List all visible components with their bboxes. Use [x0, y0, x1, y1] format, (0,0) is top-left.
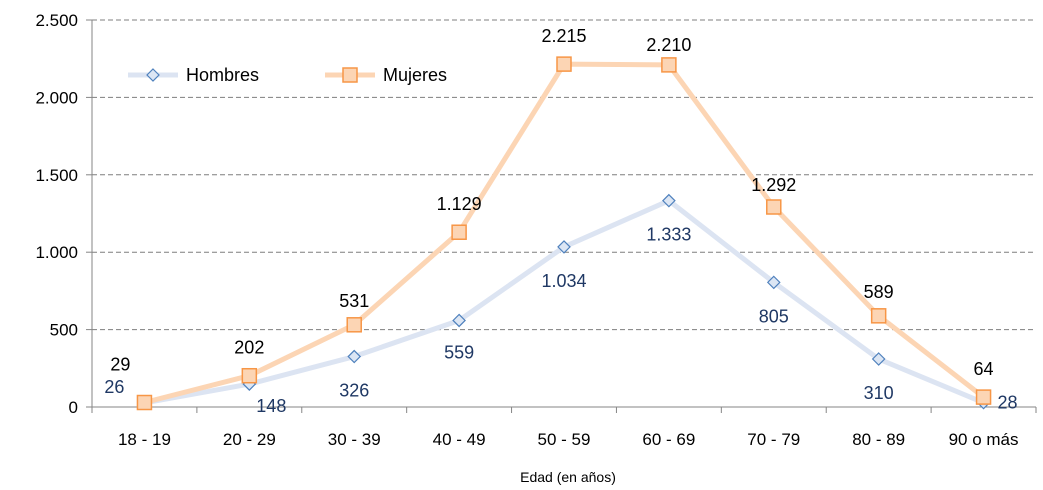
data-label-mujeres: 64	[974, 359, 994, 379]
series-lines	[136, 56, 992, 411]
data-label-hombres: 26	[104, 377, 124, 397]
legend-label-hombres: Hombres	[186, 65, 259, 85]
x-tick-label: 18 - 19	[118, 430, 171, 449]
data-label-hombres: 1.034	[541, 271, 586, 291]
data-label-hombres: 1.333	[646, 225, 691, 245]
data-point-mujeres	[661, 57, 677, 73]
data-label-hombres: 559	[444, 342, 474, 362]
x-tick-labels: 18 - 19 20 - 29 30 - 39 40 - 49 50 - 59 60 - …	[118, 430, 1019, 449]
legend: Hombres Mujeres	[128, 65, 447, 85]
data-label-mujeres: 2.215	[541, 26, 586, 46]
data-label-mujeres: 531	[339, 291, 369, 311]
data-point-hombres	[871, 352, 886, 366]
data-point-hombres	[347, 349, 362, 364]
data-label-mujeres: 2.210	[646, 35, 691, 55]
data-label-hombres: 805	[759, 306, 789, 326]
x-tick-label: 80 - 89	[852, 430, 905, 449]
data-labels: 26 148 326 559 1.034 1.333 805 310 28 29 202 531 1.1…	[104, 26, 1017, 416]
data-label-mujeres: 202	[234, 338, 264, 358]
data-point-mujeres	[451, 224, 467, 240]
x-tick-label: 30 - 39	[328, 430, 381, 449]
legend-marker-hombres	[146, 68, 160, 82]
data-point-hombres	[662, 193, 676, 208]
x-tick-label: 20 - 29	[223, 430, 276, 449]
series-line-hombres	[141, 198, 987, 406]
data-point-hombres	[557, 240, 571, 254]
data-label-mujeres: 1.292	[751, 175, 796, 195]
y-tick-label: 500	[50, 321, 78, 340]
data-point-mujeres	[975, 389, 992, 405]
x-axis-label: Edad (en años)	[520, 469, 616, 485]
axes	[86, 19, 1037, 413]
y-tick-labels: 0 500 1.000 1.500 2.000 2.500	[35, 11, 78, 417]
y-tick-label: 0	[69, 398, 78, 417]
data-label-hombres: 28	[998, 393, 1018, 413]
data-point-mujeres	[241, 367, 258, 384]
data-point-hombres	[452, 313, 466, 328]
y-tick-label: 1.500	[35, 166, 78, 185]
data-label-mujeres: 29	[110, 355, 130, 375]
x-tick-label: 40 - 49	[433, 430, 486, 449]
data-point-mujeres	[870, 308, 887, 324]
data-label-mujeres: 589	[864, 282, 894, 302]
data-point-hombres	[766, 275, 781, 290]
data-point-mujeres	[136, 394, 153, 411]
y-tick-label: 2.000	[35, 88, 78, 107]
data-point-mujeres	[766, 199, 782, 215]
y-tick-label: 1.000	[35, 243, 78, 262]
data-label-hombres: 148	[256, 396, 286, 416]
series-line-mujeres	[141, 61, 987, 406]
legend-marker-mujeres	[342, 67, 358, 83]
data-point-mujeres	[346, 317, 362, 333]
data-label-hombres: 310	[864, 383, 894, 403]
y-tick-label: 2.500	[35, 11, 78, 30]
x-tick-label: 70 - 79	[747, 430, 800, 449]
data-label-hombres: 326	[339, 381, 369, 401]
x-tick-label: 50 - 59	[538, 430, 591, 449]
data-label-mujeres: 1.129	[437, 194, 482, 214]
x-tick-label: 60 - 69	[642, 430, 695, 449]
x-tick-label: 90 o más	[949, 430, 1019, 449]
legend-label-mujeres: Mujeres	[383, 65, 447, 85]
data-point-mujeres	[556, 56, 572, 72]
